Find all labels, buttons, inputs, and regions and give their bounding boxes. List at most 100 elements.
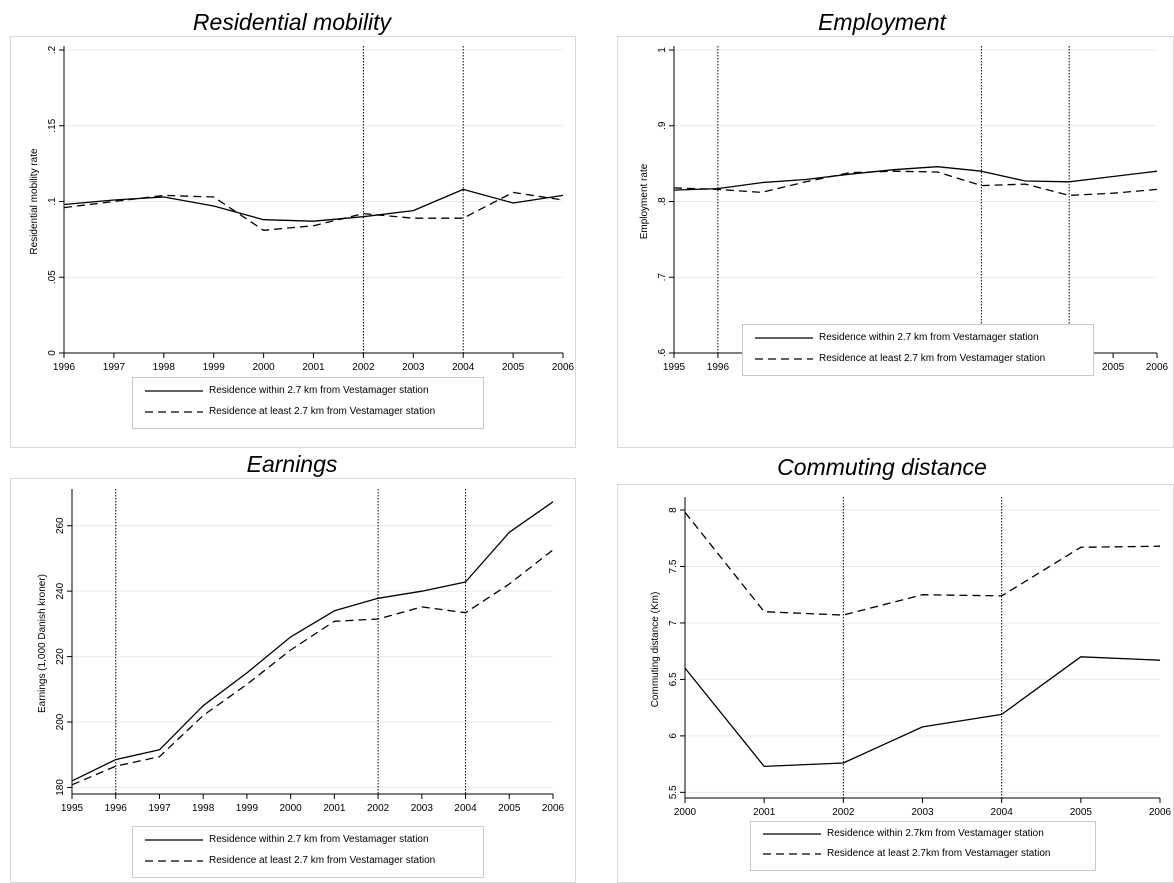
legend-dashed-swatch (145, 860, 203, 862)
chart-legend: Residence within 2.7 km from Vestamager … (742, 324, 1094, 376)
x-tick-label: 1995 (61, 803, 84, 814)
y-tick-label: 260 (55, 517, 66, 534)
x-tick-label: 2000 (252, 362, 275, 373)
x-tick-label: 1999 (236, 803, 259, 814)
chart-legend: Residence within 2.7 km from Vestamager … (132, 826, 484, 878)
x-tick-label: 2000 (674, 807, 697, 818)
chart-legend: Residence within 2.7km from Vestamager s… (750, 821, 1096, 871)
y-tick-label: 0 (47, 350, 58, 356)
legend-solid-swatch (145, 390, 203, 392)
series-line-solid (71, 501, 554, 782)
y-axis-title: Earnings (1,000 Danish kroner) (37, 574, 48, 713)
legend-solid-swatch (755, 337, 813, 339)
x-tick-label: 2005 (1070, 807, 1093, 818)
y-tick-label: .2 (47, 45, 58, 54)
plot-area: .6.7.8.911995199619971998199920002001200… (639, 46, 1169, 373)
series-line-solid (673, 166, 1158, 191)
x-tick-label: 2004 (452, 362, 475, 373)
legend-dashed-swatch (763, 853, 821, 855)
series-line-dashed (673, 170, 1158, 197)
series-line-solid (63, 188, 564, 222)
x-tick-label: 1999 (203, 362, 226, 373)
legend-label: Residence at least 2.7 km from Vestamage… (209, 406, 436, 417)
legend-label: Residence at least 2.7km from Vestamager… (827, 848, 1051, 859)
chart-legend: Residence within 2.7 km from Vestamager … (132, 377, 484, 429)
chart-panel-commuting-distance: Commuting distance 5.5 6 6.5 7 7.5 8 2000 2001 2… (590, 448, 1174, 883)
x-tick-label: 2006 (1146, 362, 1169, 373)
y-tick-label: 220 (55, 648, 66, 665)
x-tick-label: 1995 (663, 362, 686, 373)
y-axis-title: Residential mobility rate (29, 148, 40, 255)
x-tick-label: 2004 (991, 807, 1014, 818)
y-tick-label: .15 (47, 118, 58, 132)
x-tick-label: 2005 (502, 362, 525, 373)
x-tick-label: 2006 (552, 362, 575, 373)
y-tick-label: .6 (657, 348, 668, 357)
y-tick-label: 200 (55, 713, 66, 730)
y-tick-label: .8 (657, 197, 668, 206)
plot-area: 0 .05 .1 .15 .2 1996 1997 1998 1999 2000 2001 2002 2… (29, 45, 575, 373)
x-tick-label: 2000 (280, 803, 303, 814)
legend-label: Residence at least 2.7 km from Vestamage… (819, 353, 1046, 364)
chart-title: Employment (818, 9, 946, 35)
x-tick-label: 2002 (832, 807, 855, 818)
legend-label: Residence at least 2.7 km from Vestamage… (209, 855, 436, 866)
y-tick-label: 1 (657, 47, 668, 53)
chart-title: Residential mobility (192, 9, 392, 35)
x-tick-label: 2001 (323, 803, 346, 814)
y-tick-label: 7 (668, 620, 679, 626)
chart-panel-residential-mobility: Residential mobility 0 .05 .1 .15 .2 1996 1997… (0, 0, 584, 448)
x-tick-label: 1997 (148, 803, 171, 814)
chart-panel-earnings: Earnings 180 200 220 240 260 1995 1996 1997 1998… (0, 448, 584, 883)
series-line-dashed (684, 511, 1161, 616)
legend-label: Residence within 2.7km from Vestamager s… (827, 828, 1044, 839)
chart-frame (617, 36, 1174, 448)
y-tick-label: 6 (668, 733, 679, 739)
x-tick-label: 2006 (1149, 807, 1172, 818)
x-tick-label: 1997 (103, 362, 126, 373)
legend-label: Residence within 2.7 km from Vestamager … (209, 385, 429, 396)
y-tick-label: 5.5 (668, 785, 679, 799)
legend-label: Residence within 2.7 km from Vestamager … (819, 332, 1039, 343)
x-tick-label: 1996 (707, 362, 730, 373)
y-axis-title: Employment rate (639, 163, 650, 239)
chart-title: Commuting distance (777, 454, 987, 480)
y-tick-label: 6.5 (668, 672, 679, 686)
y-tick-label: .1 (47, 197, 58, 206)
plot-area: 5.5 6 6.5 7 7.5 8 2000 2001 2002 2003 2004 2005 2006… (650, 497, 1172, 818)
chart-frame (617, 484, 1174, 883)
y-tick-label: 8 (668, 507, 679, 513)
x-tick-label: 2004 (454, 803, 477, 814)
legend-label: Residence within 2.7 km from Vestamager … (209, 834, 429, 845)
series-line-dashed (63, 191, 564, 231)
legend-solid-swatch (763, 833, 821, 835)
y-tick-label: .9 (657, 121, 668, 130)
y-axis-title: Commuting distance (Km) (650, 592, 661, 708)
legend-dashed-swatch (145, 411, 203, 413)
plot-area: 180 200 220 240 260 1995 1996 1997 1998 1999 2000 2… (37, 489, 565, 814)
x-tick-label: 2003 (911, 807, 934, 818)
y-tick-label: 7.5 (668, 559, 679, 573)
chart-title: Earnings (246, 451, 338, 477)
legend-dashed-swatch (755, 358, 813, 360)
series-line-dashed (71, 549, 554, 786)
x-tick-label: 2001 (753, 807, 776, 818)
x-tick-label: 1996 (53, 362, 76, 373)
chart-panel-employment: Employment .6.7.8.9119951996199719981999… (590, 0, 1174, 448)
chart-frame (10, 478, 576, 883)
y-tick-label: 180 (55, 779, 66, 796)
series-line-solid (684, 656, 1161, 768)
x-tick-label: 1996 (105, 803, 128, 814)
x-tick-label: 2005 (1102, 362, 1125, 373)
x-tick-label: 2003 (402, 362, 425, 373)
x-tick-label: 2001 (302, 362, 325, 373)
y-tick-label: 240 (55, 582, 66, 599)
y-tick-label: .7 (657, 273, 668, 282)
y-tick-label: .05 (47, 270, 58, 284)
x-tick-label: 2006 (542, 803, 565, 814)
x-tick-label: 1998 (192, 803, 215, 814)
x-tick-label: 2003 (411, 803, 434, 814)
x-tick-label: 2002 (367, 803, 390, 814)
x-tick-label: 1998 (153, 362, 176, 373)
x-tick-label: 2005 (498, 803, 521, 814)
